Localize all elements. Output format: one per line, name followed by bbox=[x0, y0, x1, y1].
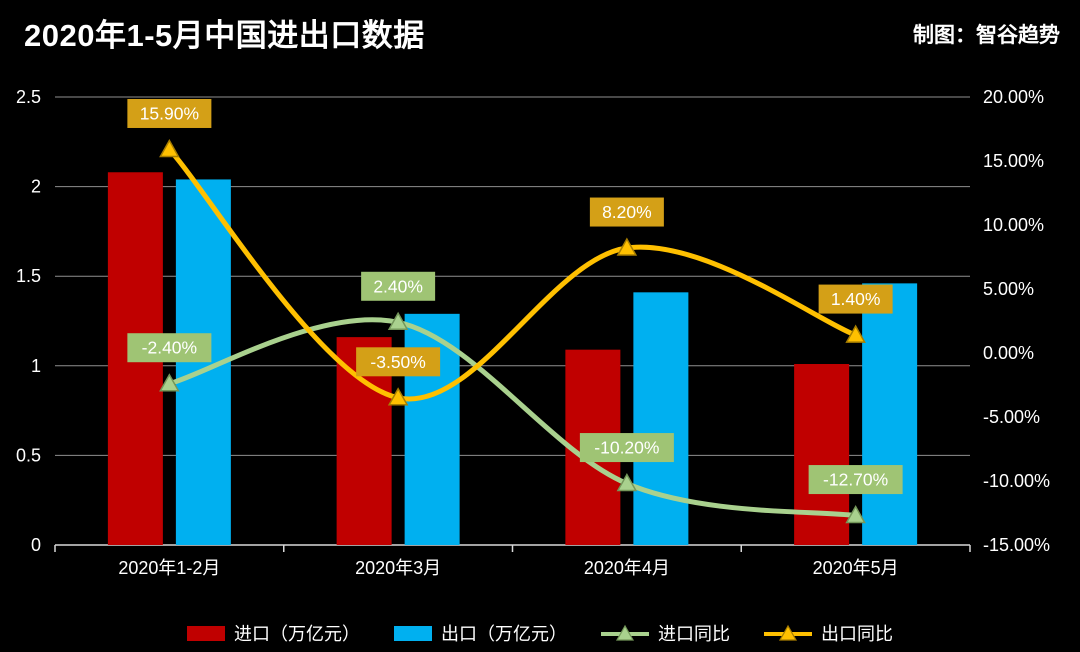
left-axis-tick-label: 1.5 bbox=[16, 266, 41, 286]
data-label: -10.20% bbox=[594, 438, 659, 458]
data-label: 1.40% bbox=[831, 289, 881, 309]
left-axis-tick-label: 2 bbox=[31, 177, 41, 197]
chart-legend: 进口（万亿元） 出口（万亿元） 进口同比 出口同比 bbox=[0, 620, 1080, 646]
triangle-marker bbox=[387, 311, 409, 331]
import-bar bbox=[794, 364, 850, 545]
right-axis-tick-label: -5.00% bbox=[983, 407, 1040, 427]
header: 2020年1-5月中国进出口数据 制图：智谷趋势 bbox=[0, 0, 1080, 55]
triangle-marker bbox=[616, 237, 638, 256]
x-category-label: 2020年1-2月 bbox=[118, 558, 220, 578]
triangle-marker bbox=[159, 138, 180, 158]
triangle-marker bbox=[845, 324, 866, 343]
data-label-box bbox=[361, 271, 436, 301]
page-title: 2020年1-5月中国进出口数据 bbox=[24, 18, 425, 53]
right-axis-tick-label: -10.00% bbox=[983, 471, 1050, 491]
legend-item-import-bars: 进口（万亿元） bbox=[187, 620, 360, 646]
export-line-swatch bbox=[764, 624, 812, 641]
export-bar-swatch bbox=[394, 625, 432, 641]
data-label-box bbox=[127, 333, 212, 363]
credit-label: 制图：智谷趋势 bbox=[913, 24, 1060, 47]
legend-item-export-yoy: 出口同比 bbox=[764, 620, 893, 646]
legend-label: 出口同比 bbox=[821, 624, 893, 644]
data-label: 8.20% bbox=[602, 202, 652, 222]
triangle-marker bbox=[845, 505, 866, 524]
data-label-box bbox=[589, 197, 664, 227]
right-axis-tick-label: -15.00% bbox=[983, 535, 1050, 555]
triangle-marker bbox=[616, 473, 638, 492]
data-label: -12.70% bbox=[823, 470, 888, 490]
data-label-box bbox=[808, 465, 903, 495]
left-axis-tick-label: 2.5 bbox=[16, 87, 41, 107]
legend-label: 进口同比 bbox=[658, 624, 730, 644]
triangle-marker bbox=[159, 373, 180, 392]
triangle-marker bbox=[387, 387, 409, 406]
legend-item-export-bars: 出口（万亿元） bbox=[394, 620, 567, 646]
legend-label: 进口（万亿元） bbox=[234, 624, 360, 644]
export-bar bbox=[862, 283, 918, 545]
import-yoy-line bbox=[166, 317, 859, 519]
left-axis-tick-label: 0 bbox=[31, 535, 41, 555]
legend-label: 出口（万亿元） bbox=[441, 624, 567, 644]
data-label: 2.40% bbox=[373, 276, 423, 296]
legend-triangle-marker bbox=[778, 624, 798, 641]
right-axis-tick-label: 15.00% bbox=[983, 151, 1044, 171]
data-label: -3.50% bbox=[370, 352, 425, 372]
export-yoy-line bbox=[166, 146, 859, 402]
data-label: 15.90% bbox=[140, 103, 199, 123]
right-axis-tick-label: 5.00% bbox=[983, 279, 1034, 299]
export-bar bbox=[633, 292, 689, 545]
data-label-box bbox=[579, 433, 674, 463]
import-line-swatch bbox=[601, 624, 649, 641]
left-axis-tick-label: 1 bbox=[31, 356, 41, 376]
import-bar-swatch bbox=[187, 625, 225, 641]
left-axis-tick-label: 0.5 bbox=[16, 445, 41, 465]
legend-item-import-yoy: 进口同比 bbox=[601, 620, 730, 646]
legend-triangle-marker bbox=[615, 624, 635, 641]
right-axis-tick-label: 0.00% bbox=[983, 343, 1034, 363]
right-axis-tick-label: 10.00% bbox=[983, 215, 1044, 235]
data-label-box bbox=[356, 347, 441, 377]
x-category-label: 2020年4月 bbox=[584, 558, 670, 578]
x-category-label: 2020年5月 bbox=[813, 558, 899, 578]
data-label: -2.40% bbox=[142, 338, 197, 358]
data-label-box bbox=[127, 98, 212, 128]
right-axis-tick-label: 20.00% bbox=[983, 87, 1044, 107]
x-category-label: 2020年3月 bbox=[355, 558, 441, 578]
data-label-box bbox=[818, 284, 893, 314]
